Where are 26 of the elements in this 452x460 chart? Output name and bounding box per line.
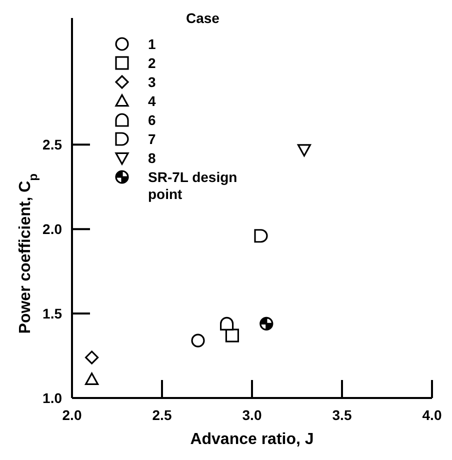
y-tick-label: 1.5 xyxy=(42,306,62,322)
y-tick-label: 2.0 xyxy=(42,221,62,238)
point xyxy=(297,144,311,157)
y-tick-label: 1.0 xyxy=(42,390,62,406)
x-tick-label: 3.0 xyxy=(242,407,262,423)
x-tick-label: 3.5 xyxy=(332,407,352,423)
x-axis-title: Advance ratio, J xyxy=(190,431,314,448)
legend-label: 1 xyxy=(148,36,157,53)
x-tick-label: 2.0 xyxy=(62,407,82,423)
legend-title: Case xyxy=(186,10,220,26)
y-tick-label: 2.5 xyxy=(42,136,62,153)
point xyxy=(254,229,268,243)
point xyxy=(85,372,99,386)
point xyxy=(191,334,205,348)
point xyxy=(85,350,99,364)
legend-label: 8 xyxy=(148,150,157,167)
legend-label: 6 xyxy=(148,112,157,129)
legend-label: 7 xyxy=(148,131,157,148)
point xyxy=(225,328,239,342)
x-tick-label: 2.5 xyxy=(152,407,172,423)
legend-label: 3 xyxy=(148,74,157,91)
legend-label: SR-7L design point xyxy=(148,169,238,203)
legend-label: 4 xyxy=(148,93,157,110)
point xyxy=(220,316,234,330)
legend-label: 2 xyxy=(148,55,157,72)
x-tick-label: 4.0 xyxy=(422,407,442,423)
